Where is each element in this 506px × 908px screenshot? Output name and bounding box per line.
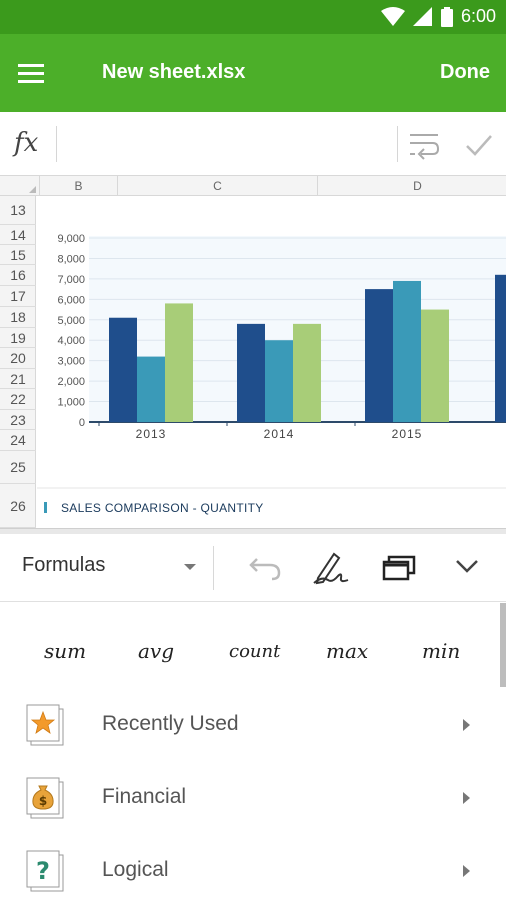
bar <box>293 323 321 422</box>
y-tick-label: 0 <box>79 417 85 429</box>
row-header[interactable]: 26 <box>0 484 36 528</box>
row-header[interactable]: 20 <box>0 348 36 369</box>
column-header[interactable]: D <box>318 176 506 196</box>
bar <box>237 323 265 422</box>
money-bag-icon: $ <box>26 777 64 819</box>
title-marker <box>44 502 47 513</box>
column-header[interactable]: B <box>40 176 118 196</box>
divider <box>213 546 214 590</box>
row-header[interactable]: 18 <box>0 307 36 328</box>
undo-icon[interactable] <box>248 550 282 584</box>
row-headers: 13 14 15 16 17 18 19 20 21 22 23 24 25 2… <box>0 196 36 528</box>
y-tick-label: 1,000 <box>57 397 85 409</box>
dropdown-arrow-icon[interactable] <box>184 564 196 570</box>
row-header[interactable]: 16 <box>0 265 36 286</box>
chevron-right-icon <box>463 865 470 877</box>
pen-signature-icon[interactable] <box>312 550 352 586</box>
wrap-text-icon[interactable] <box>407 128 441 162</box>
bar <box>165 303 193 422</box>
done-button[interactable]: Done <box>440 61 490 83</box>
status-time: 6:00 <box>460 6 496 26</box>
fx-icon[interactable]: fx <box>14 128 39 158</box>
quick-functions: sum avg count max min <box>0 603 506 689</box>
chevron-right-icon <box>463 792 470 804</box>
y-tick-label: 3,000 <box>57 356 85 368</box>
chart-title: SALES COMPARISON - QUANTITY <box>61 501 264 515</box>
function-min-button[interactable]: min <box>422 639 461 663</box>
windows-icon[interactable] <box>380 550 418 584</box>
star-icon <box>26 704 64 746</box>
function-count-button[interactable]: count <box>229 641 281 662</box>
document-title: New sheet.xlsx <box>102 61 246 83</box>
row-header[interactable]: 15 <box>0 245 36 265</box>
question-icon: ? <box>26 850 64 892</box>
category-recently-used[interactable]: Recently Used <box>0 690 506 762</box>
status-icons: 6:00 <box>380 6 496 27</box>
row-header[interactable]: 19 <box>0 328 36 348</box>
row-header[interactable]: 17 <box>0 286 36 307</box>
x-tick-label: 2013 <box>136 427 167 441</box>
formula-bar: fx <box>0 112 506 176</box>
row-header[interactable]: 24 <box>0 430 36 451</box>
bar <box>265 340 293 422</box>
row-header[interactable]: 14 <box>0 225 36 245</box>
y-tick-label: 8,000 <box>57 253 85 265</box>
y-tick-label: 6,000 <box>57 294 85 306</box>
battery-icon <box>440 6 453 27</box>
chevron-right-icon <box>463 719 470 731</box>
bar <box>421 309 449 422</box>
divider <box>397 126 398 162</box>
y-tick-label: 7,000 <box>57 274 85 286</box>
bar <box>137 356 165 422</box>
category-logical[interactable]: ? Logical <box>0 836 506 908</box>
spreadsheet-grid[interactable]: B C D 13 14 15 16 17 18 19 20 21 22 23 2… <box>0 176 506 528</box>
divider <box>56 126 57 162</box>
function-avg-button[interactable]: avg <box>138 639 175 663</box>
category-dropdown[interactable]: Formulas <box>22 554 106 576</box>
sheet-divider <box>0 528 506 534</box>
y-tick-label: 2,000 <box>57 376 85 388</box>
svg-text:$: $ <box>39 794 47 808</box>
category-label: Financial <box>102 785 187 808</box>
category-financial[interactable]: $ Financial <box>0 763 506 835</box>
x-tick-label: 2014 <box>264 427 295 441</box>
svg-text:?: ? <box>36 857 50 885</box>
function-max-button[interactable]: max <box>326 639 369 663</box>
row-header[interactable]: 13 <box>0 196 36 225</box>
column-headers: B C D <box>0 176 506 196</box>
bar <box>495 274 506 422</box>
chevron-down-icon[interactable] <box>454 556 480 576</box>
function-sum-button[interactable]: sum <box>44 639 87 663</box>
formula-input[interactable] <box>60 124 390 164</box>
scrollbar-thumb[interactable] <box>500 603 506 687</box>
select-all-corner[interactable] <box>0 176 40 196</box>
bar <box>393 280 421 422</box>
category-label: Recently Used <box>102 712 239 735</box>
row-header[interactable]: 21 <box>0 369 36 389</box>
status-bar: 6:00 <box>0 0 506 34</box>
y-tick-label: 9,000 <box>57 233 85 245</box>
signal-icon <box>412 6 432 26</box>
column-header[interactable]: C <box>118 176 318 196</box>
bar <box>365 289 393 422</box>
category-label: Logical <box>102 858 169 881</box>
chart-area[interactable]: 0 1,000 2,000 3,000 4,000 5,000 6,000 7,000 8,00… <box>37 196 506 522</box>
y-tick-label: 5,000 <box>57 315 85 327</box>
hamburger-icon <box>18 63 44 67</box>
wifi-icon <box>380 6 405 26</box>
x-tick-label: 2015 <box>392 427 423 441</box>
row-header[interactable]: 23 <box>0 410 36 430</box>
bar <box>109 317 137 422</box>
row-header[interactable]: 22 <box>0 389 36 410</box>
confirm-check-icon[interactable] <box>462 128 496 162</box>
bar-chart[interactable]: 0 1,000 2,000 3,000 4,000 5,000 6,000 7,000 8,00… <box>37 196 506 522</box>
row-header[interactable]: 25 <box>0 451 36 484</box>
menu-button[interactable] <box>18 54 58 92</box>
formula-toolbar: Formulas <box>0 534 506 602</box>
app-bar: New sheet.xlsx Done <box>0 34 506 112</box>
y-tick-label: 4,000 <box>57 335 85 347</box>
